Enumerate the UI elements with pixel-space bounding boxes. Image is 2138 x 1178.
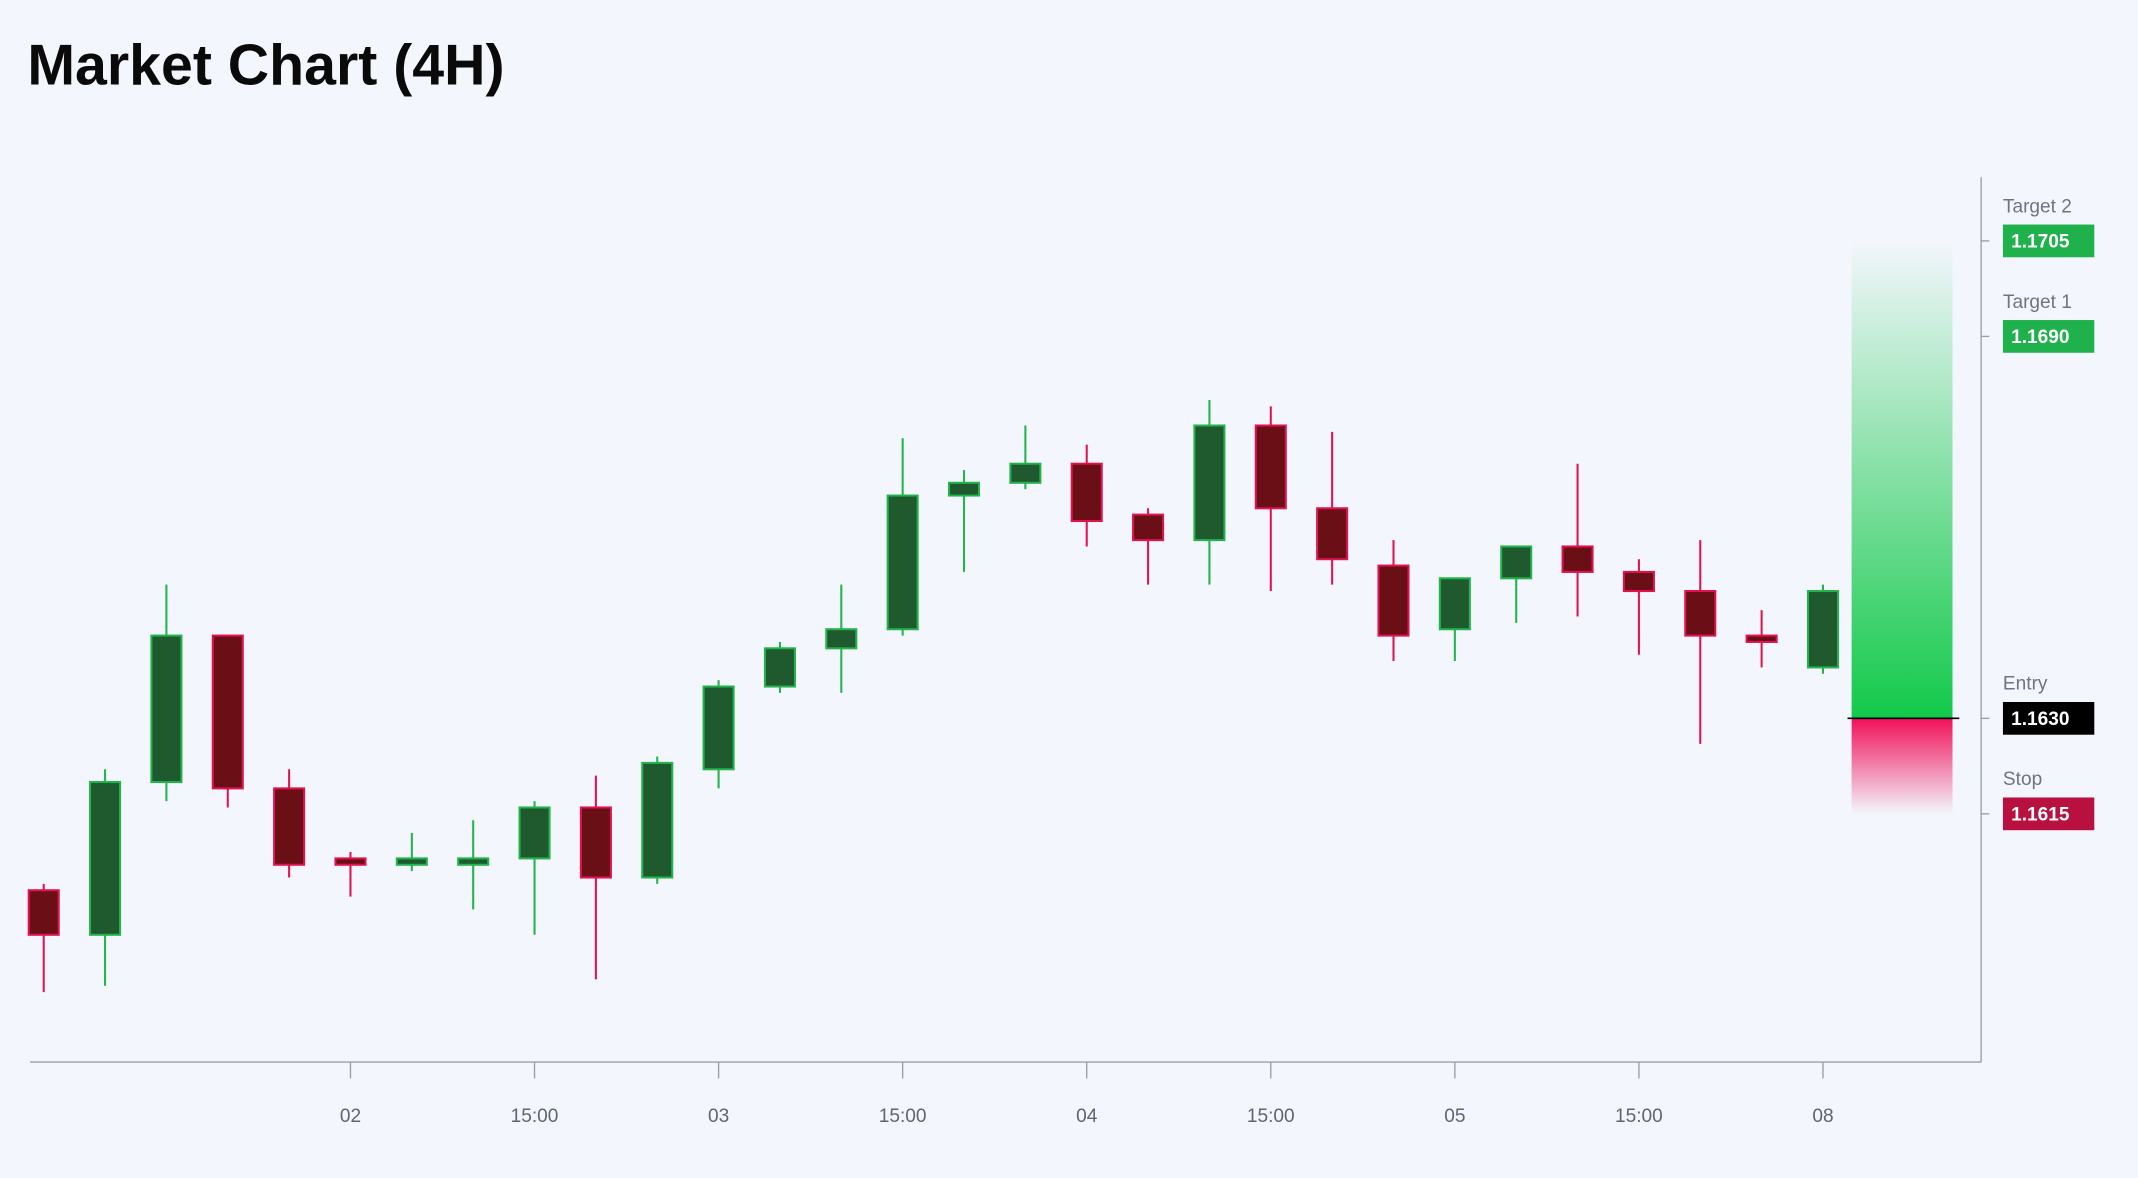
candle-body (1684, 590, 1717, 637)
x-tick-label: 15:00 (879, 1106, 927, 1127)
level-badge (2002, 224, 2095, 258)
level-value: 1.1690 (2011, 327, 2069, 348)
candle-body (1745, 634, 1778, 643)
candle-body (1622, 570, 1655, 593)
level-value: 1.1615 (2011, 805, 2070, 826)
candle-body (211, 634, 244, 790)
level-value: 1.1705 (2011, 232, 2070, 253)
candle-body (1438, 577, 1471, 631)
candle-body (89, 780, 122, 936)
candle-body (1561, 545, 1594, 573)
candle-body (702, 685, 735, 771)
profit-zone (1851, 240, 1953, 719)
candle-body (1500, 545, 1533, 580)
candle-body (457, 857, 490, 866)
x-tick-label: 03 (708, 1106, 729, 1127)
candle-body (579, 806, 612, 879)
x-tick-label: 15:00 (1615, 1106, 1663, 1127)
x-tick-label: 15:00 (511, 1106, 559, 1127)
candle-body (1377, 564, 1410, 637)
candle-body (825, 628, 858, 650)
candle-body (1009, 462, 1042, 484)
level-name: Target 1 (2003, 292, 2072, 313)
candle-body (1254, 424, 1287, 510)
candle-body (1316, 507, 1349, 561)
level-name: Stop (2003, 769, 2042, 790)
loss-zone (1851, 718, 1953, 814)
candle-body (886, 494, 919, 631)
x-tick-label: 15:00 (1247, 1106, 1295, 1127)
candle-body (763, 647, 796, 688)
level-name: Entry (2003, 674, 2048, 695)
level-badge (2002, 701, 2095, 735)
candle-body (1070, 462, 1103, 523)
candle-body (1132, 513, 1165, 542)
candle-body (641, 761, 674, 879)
level-name: Target 2 (2003, 196, 2072, 217)
candle-body (1193, 424, 1226, 542)
x-tick-label: 04 (1076, 1106, 1098, 1127)
candle-body (395, 857, 428, 866)
candle-body (334, 857, 367, 866)
candle-body (1806, 590, 1839, 669)
level-value: 1.1630 (2011, 709, 2069, 730)
x-tick-label: 08 (1812, 1106, 1833, 1127)
candle-body (273, 787, 306, 866)
level-badge (2002, 797, 2095, 831)
x-tick-label: 05 (1444, 1106, 1465, 1127)
candle-body (518, 806, 551, 860)
candle-body (27, 889, 60, 936)
level-badge (2002, 320, 2095, 353)
chart-title: Market Chart (4H) (27, 34, 504, 98)
candle-body (150, 634, 183, 784)
x-tick-label: 02 (340, 1106, 361, 1127)
candle-body (947, 481, 981, 497)
